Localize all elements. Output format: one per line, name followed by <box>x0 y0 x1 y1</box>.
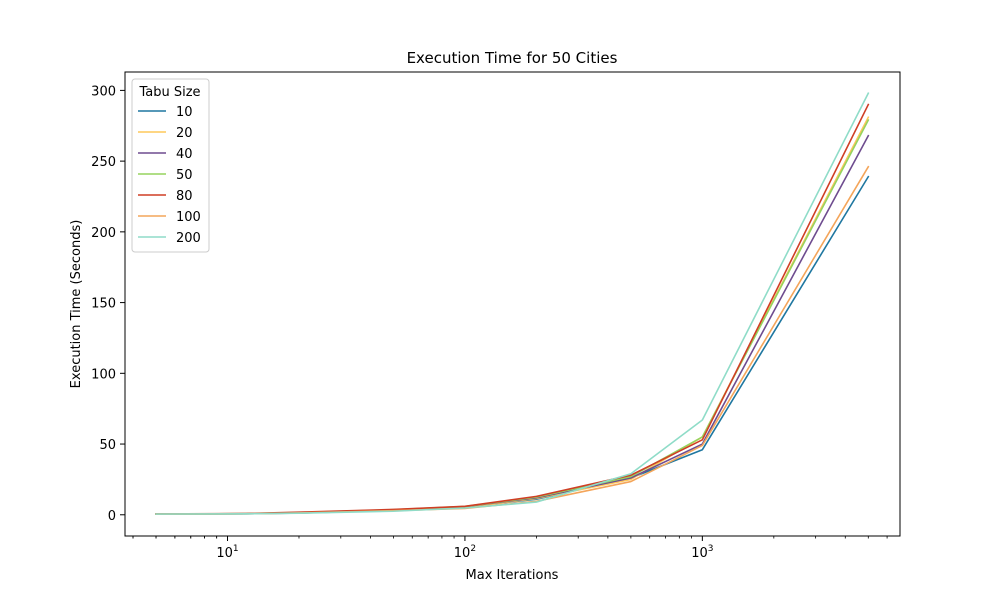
y-tick-label: 100 <box>91 367 116 382</box>
x-axis-label: Max Iterations <box>466 568 559 583</box>
legend-label-50: 50 <box>176 168 193 183</box>
y-tick-label: 150 <box>91 297 116 312</box>
y-tick-label: 200 <box>91 226 116 241</box>
plot-lines <box>155 92 870 515</box>
legend-label-200: 200 <box>176 231 201 246</box>
x-tick-label: 101 <box>216 544 238 561</box>
legend-label-80: 80 <box>176 189 193 204</box>
y-axis-label: Execution Time (Seconds) <box>69 220 84 389</box>
legend-label-10: 10 <box>176 105 193 120</box>
x-tick-label: 102 <box>454 544 476 561</box>
legend: Tabu Size 10 20 40 50 80 100 200 <box>131 78 210 253</box>
legend-label-100: 100 <box>176 210 201 225</box>
y-tick-label: 300 <box>91 84 116 99</box>
plot-area-frame <box>124 71 901 537</box>
x-tick-label: 103 <box>691 544 713 561</box>
legend-items: 10 20 40 50 80 100 200 <box>138 105 201 246</box>
chart-title: Execution Time for 50 Cities <box>407 49 618 67</box>
legend-label-40: 40 <box>176 147 193 162</box>
y-tick-label: 50 <box>99 438 116 453</box>
y-tick-label: 250 <box>91 155 116 170</box>
series-line-200 <box>155 92 870 515</box>
y-tick-label: 0 <box>108 509 116 524</box>
y-axis: 0 50 100 150 200 250 300 <box>91 84 125 524</box>
legend-title: Tabu Size <box>138 85 200 100</box>
x-axis: 101 102 103 <box>132 536 888 561</box>
legend-label-20: 20 <box>176 126 193 141</box>
legend-box <box>131 78 210 253</box>
